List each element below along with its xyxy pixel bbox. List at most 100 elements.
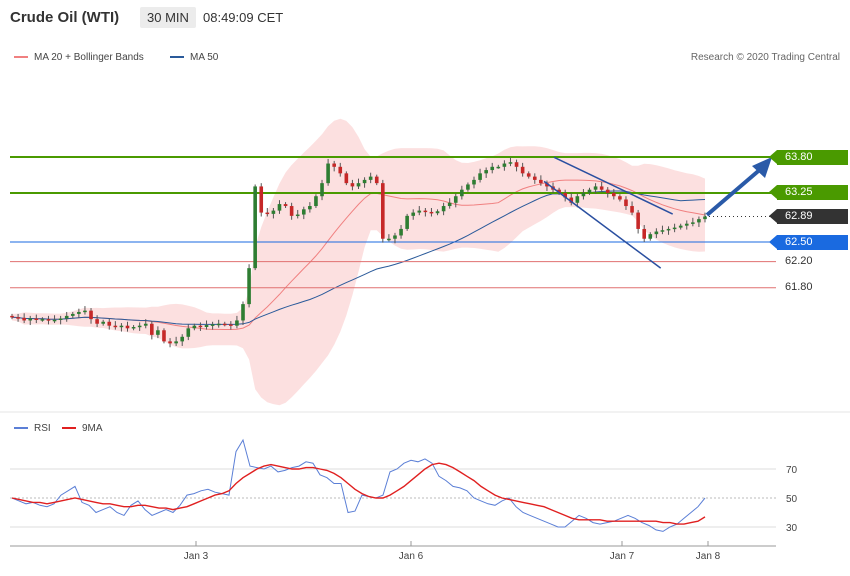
candle-body bbox=[83, 310, 87, 313]
candle-body bbox=[113, 325, 118, 328]
candle-body bbox=[466, 184, 470, 190]
candle-body bbox=[441, 206, 446, 212]
candle-body bbox=[654, 231, 659, 235]
candle-body bbox=[308, 206, 312, 210]
x-tick-label-3: Jan 8 bbox=[696, 551, 721, 562]
candle-body bbox=[703, 216, 707, 220]
legend-ma20-bollinger: MA 20 + Bollinger Bands bbox=[14, 52, 144, 63]
x-tick-label-1: Jan 6 bbox=[399, 551, 424, 562]
instrument-title: Crude Oil (WTI) bbox=[10, 9, 120, 26]
candle-body bbox=[660, 230, 665, 232]
candle-body bbox=[381, 183, 385, 239]
legend-swatch-9ma bbox=[62, 427, 76, 430]
legend-label-ma50: MA 50 bbox=[190, 52, 219, 63]
candle-body bbox=[484, 170, 488, 174]
level-tag-0: 63.80 bbox=[769, 149, 848, 165]
legend-label-9ma: 9MA bbox=[82, 423, 103, 434]
candle-body bbox=[10, 315, 14, 318]
candle-body bbox=[612, 192, 616, 197]
candle-body bbox=[587, 189, 592, 193]
channel-upper-line bbox=[553, 156, 674, 215]
rsi-9ma-line bbox=[11, 462, 706, 525]
candle-body bbox=[241, 304, 245, 321]
candle-body bbox=[624, 199, 628, 207]
candle-body bbox=[46, 319, 51, 321]
candle-body bbox=[295, 214, 300, 217]
candle-body bbox=[697, 219, 701, 223]
level-tag-1: 63.25 bbox=[769, 185, 848, 201]
legend-swatch-ma50 bbox=[170, 56, 184, 59]
candle-body bbox=[405, 215, 409, 229]
candle-body bbox=[630, 206, 634, 213]
level-tag-3: 62.50 bbox=[769, 234, 848, 250]
candle-body bbox=[95, 319, 99, 324]
candle-body bbox=[289, 206, 294, 216]
candle-body bbox=[557, 189, 561, 193]
candle-body bbox=[393, 235, 397, 239]
candle-body bbox=[52, 319, 57, 322]
candle-body bbox=[70, 313, 75, 316]
rsi-tick-label-50: 50 bbox=[786, 494, 798, 505]
candle-body bbox=[326, 163, 330, 184]
candle-body bbox=[575, 196, 580, 203]
candle-body bbox=[648, 234, 653, 239]
candle-body bbox=[532, 176, 537, 180]
credit-text: Research © 2020 Trading Central bbox=[690, 52, 840, 63]
candle-body bbox=[320, 183, 324, 197]
candle-body bbox=[222, 323, 227, 326]
candle-body bbox=[131, 327, 136, 329]
candle-body bbox=[593, 186, 598, 190]
clock-time: 08:49:09 CET bbox=[203, 10, 284, 25]
candle-body bbox=[429, 211, 434, 214]
x-tick-label-2: Jan 7 bbox=[610, 551, 635, 562]
candle-body bbox=[539, 179, 543, 184]
candle-body bbox=[447, 202, 452, 207]
forecast-arrow-shaft bbox=[705, 165, 765, 217]
candle-body bbox=[496, 166, 501, 169]
candle-body bbox=[636, 212, 640, 229]
candle-body bbox=[338, 166, 343, 174]
candle-body bbox=[180, 336, 185, 342]
candle-body bbox=[569, 197, 574, 203]
legend-ma50: MA 50 bbox=[170, 52, 218, 63]
legend-label-rsi: RSI bbox=[34, 423, 51, 434]
level-tag-5: 61.80 bbox=[785, 280, 813, 293]
timeframe-badge[interactable]: 30 MIN bbox=[140, 7, 196, 28]
candle-body bbox=[283, 204, 288, 207]
candle-body bbox=[374, 176, 379, 184]
candle-body bbox=[684, 223, 689, 226]
candle-body bbox=[301, 209, 306, 215]
candle-body bbox=[435, 211, 440, 214]
candle-body bbox=[16, 317, 20, 319]
rsi-line bbox=[11, 438, 706, 532]
candle-body bbox=[265, 212, 270, 215]
candle-body bbox=[89, 310, 93, 320]
candle-body bbox=[156, 330, 160, 335]
candle-body bbox=[22, 317, 26, 321]
chart-header: Crude Oil (WTI) 30 MIN 08:49:09 CET bbox=[0, 0, 850, 38]
candle-body bbox=[204, 325, 209, 327]
candle-body bbox=[344, 173, 349, 184]
candle-body bbox=[417, 210, 422, 213]
candle-body bbox=[423, 210, 428, 213]
candle-body bbox=[107, 321, 112, 326]
legend-label-ma20: MA 20 + Bollinger Bands bbox=[34, 52, 144, 63]
candle-body bbox=[691, 222, 695, 224]
candle-body bbox=[399, 228, 403, 236]
candle-body bbox=[581, 192, 586, 197]
candle-body bbox=[453, 196, 458, 203]
candle-body bbox=[508, 162, 513, 164]
candle-body bbox=[162, 330, 166, 342]
candle-body bbox=[247, 268, 251, 305]
candle-body bbox=[502, 163, 507, 167]
candle-body bbox=[101, 321, 105, 324]
legend-swatch-ma20 bbox=[14, 56, 28, 59]
candle-body bbox=[618, 196, 622, 200]
x-tick-label-0: Jan 3 bbox=[184, 551, 209, 562]
level-tag-4: 62.20 bbox=[785, 254, 813, 267]
candle-body bbox=[259, 186, 264, 213]
candle-body bbox=[40, 319, 45, 321]
candle-body bbox=[125, 325, 130, 329]
candle-body bbox=[168, 341, 172, 344]
